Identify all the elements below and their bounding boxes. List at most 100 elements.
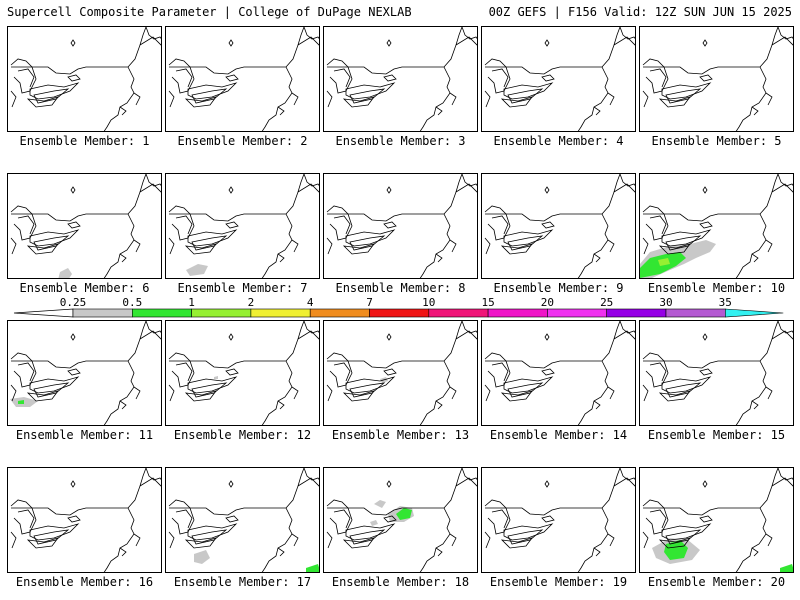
boundary-line	[277, 547, 285, 557]
boundary-line	[383, 515, 397, 523]
colorbar-tick-label: 15	[481, 296, 494, 309]
boundary-line	[484, 90, 491, 108]
boundary-line	[327, 27, 463, 75]
boundary-line	[455, 477, 477, 487]
boundary-line	[168, 205, 195, 241]
colorbar-segment	[250, 308, 311, 318]
boundary-line	[10, 352, 37, 388]
boundary-line	[642, 237, 649, 255]
colorbar-tick-label: 10	[422, 296, 435, 309]
boundary-line	[699, 368, 713, 376]
boundary-line	[145, 468, 161, 481]
island-marker	[70, 333, 76, 341]
member-map	[168, 468, 319, 572]
boundary-line	[771, 330, 793, 340]
boundary-line	[619, 321, 635, 334]
boundary-line	[326, 205, 353, 241]
boundary-line	[619, 468, 635, 481]
boundary-line	[291, 533, 299, 547]
boundary-line	[751, 400, 759, 410]
member-map-panel	[481, 173, 636, 279]
boundary-line	[461, 468, 477, 481]
island-marker	[386, 333, 392, 341]
boundary-line	[642, 384, 649, 402]
member-label: Ensemble Member: 2	[177, 134, 308, 148]
boundary-line	[139, 36, 161, 46]
island-marker	[544, 480, 550, 488]
boundary-line	[29, 82, 80, 100]
boundary-line	[419, 360, 451, 425]
boundary-line	[26, 243, 60, 255]
boundary-line	[184, 96, 218, 108]
member-map-panel	[639, 320, 794, 426]
member-map-panel	[481, 467, 636, 573]
boundary-line	[435, 547, 443, 557]
member-map	[326, 174, 477, 278]
colorbar-segment	[191, 308, 252, 318]
member-map-panel	[7, 467, 162, 573]
boundary-line	[67, 74, 81, 82]
member-label: Ensemble Member: 9	[493, 281, 624, 295]
boundary-line	[455, 330, 477, 340]
boundary-line	[383, 74, 397, 82]
boundary-line	[771, 36, 793, 46]
boundary-line	[184, 390, 218, 402]
boundary-line	[333, 215, 351, 235]
boundary-line	[191, 235, 228, 251]
member-map	[642, 27, 793, 131]
boundary-line	[649, 362, 667, 382]
boundary-line	[103, 360, 135, 425]
colorbar-high-triangle	[724, 308, 784, 318]
boundary-line	[777, 468, 793, 481]
boundary-line	[642, 531, 649, 549]
member-map	[642, 468, 793, 572]
member-map	[484, 174, 635, 278]
boundary-line	[419, 507, 451, 572]
scp-shading	[780, 564, 793, 572]
member-map-panel	[7, 320, 162, 426]
boundary-line	[145, 27, 161, 40]
boundary-line	[607, 239, 615, 253]
boundary-line	[658, 537, 692, 549]
boundary-line	[342, 243, 376, 255]
scp-shading	[58, 268, 72, 278]
boundary-line	[326, 352, 353, 388]
member-map-panel	[7, 26, 162, 132]
boundary-line	[613, 36, 635, 46]
boundary-line	[491, 68, 509, 88]
boundary-line	[435, 253, 443, 263]
boundary-line	[771, 183, 793, 193]
boundary-line	[658, 390, 692, 402]
boundary-line	[751, 106, 759, 116]
boundary-line	[225, 74, 239, 82]
boundary-line	[33, 235, 70, 251]
boundary-line	[184, 537, 218, 549]
boundary-line	[33, 88, 70, 104]
boundary-line	[642, 205, 669, 241]
boundary-line	[619, 174, 635, 187]
boundary-line	[699, 74, 713, 82]
boundary-line	[145, 321, 161, 334]
boundary-line	[191, 529, 228, 545]
boundary-line	[485, 321, 621, 369]
island-marker	[544, 39, 550, 47]
boundary-line	[661, 82, 712, 100]
colorbar-tick-label: 20	[541, 296, 554, 309]
boundary-line	[345, 376, 396, 394]
member-label: Ensemble Member: 13	[331, 428, 470, 442]
boundary-line	[133, 386, 141, 400]
boundary-line	[593, 547, 601, 557]
boundary-line	[297, 183, 319, 193]
boundary-line	[10, 384, 17, 402]
boundary-line	[661, 229, 712, 247]
boundary-line	[333, 362, 351, 382]
boundary-line	[699, 515, 713, 523]
boundary-line	[643, 468, 779, 516]
member-label: Ensemble Member: 11	[15, 428, 154, 442]
scp-shading	[658, 258, 670, 266]
boundary-line	[175, 362, 193, 382]
boundary-line	[261, 66, 293, 131]
island-marker	[386, 39, 392, 47]
boundary-line	[485, 27, 621, 75]
scp-shading	[374, 500, 386, 508]
